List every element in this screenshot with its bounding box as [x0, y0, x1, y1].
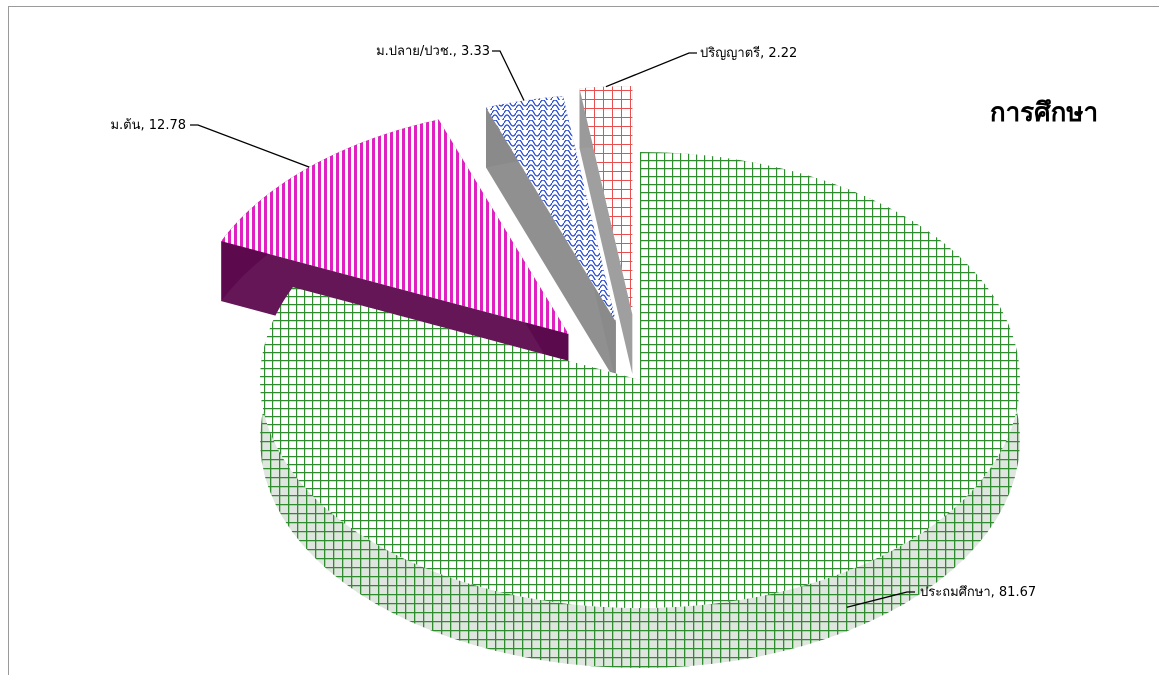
leader-line-3 [605, 52, 697, 88]
chart-title: การศึกษา [990, 98, 1098, 128]
pie-slice-3 [579, 86, 633, 375]
leader-lines [190, 50, 915, 608]
data-label-1: ม.ต้น, 12.78 [110, 118, 186, 133]
leader-line-0 [846, 591, 915, 608]
chart-frame [8, 6, 1159, 675]
pie-slice-0 [260, 152, 1021, 668]
pie-slice-2 [485, 95, 616, 382]
data-label-2: ม.ปลาย/ปวช., 3.33 [376, 44, 490, 59]
data-label-0: ประถมศึกษา, 81.67 [920, 585, 1036, 600]
leader-line-1 [190, 124, 310, 168]
data-label-3: ปริญญาตรี, 2.22 [700, 45, 797, 61]
data-labels: ประถมศึกษา, 81.67 ม.ต้น, 12.78 ม.ปลาย/ปวช.… [110, 44, 1036, 600]
pie-slices [221, 86, 1021, 668]
leader-line-2 [492, 50, 525, 101]
